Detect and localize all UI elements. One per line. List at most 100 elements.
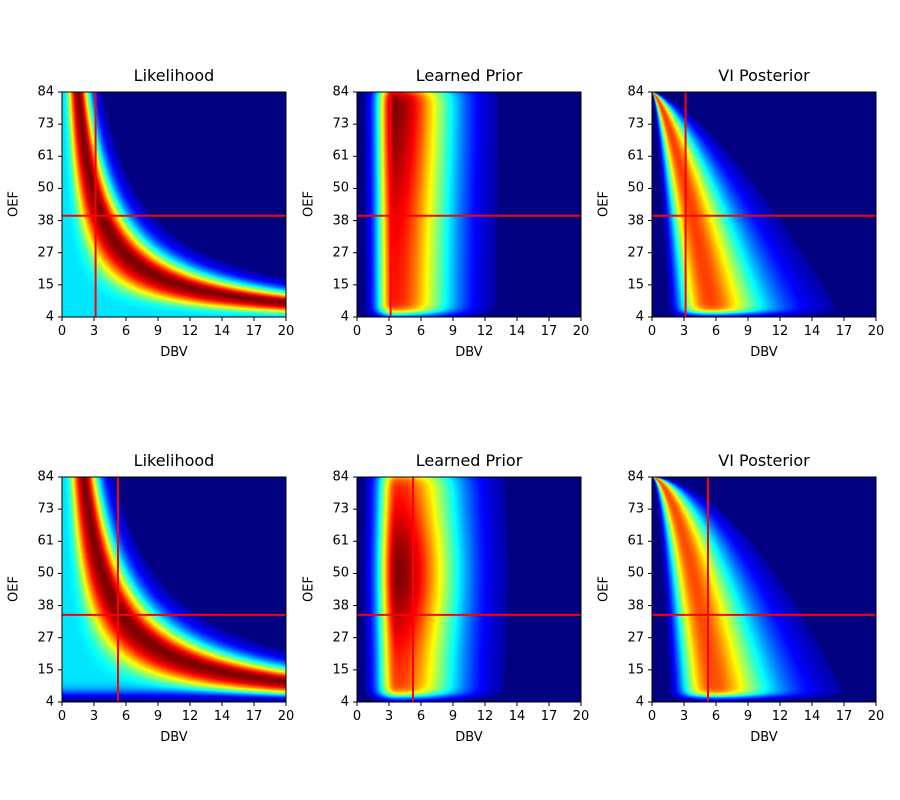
x-tick-label: 20: [867, 324, 885, 339]
y-axis-label: OEF: [301, 191, 317, 217]
heatmap-panel: 0 3 6 9 12 14 17 20 4 15 27 38 50 61 73 84 Learned Prior…: [302, 66, 590, 360]
y-axis-label: OEF: [301, 576, 317, 602]
x-tick-label: 17: [540, 709, 558, 724]
x-tick-label: 9: [743, 324, 753, 339]
x-axis-label: DBV: [455, 730, 483, 745]
y-tick-label: 73: [627, 501, 644, 517]
x-tick-label: 6: [121, 324, 131, 339]
x-tick-label: 3: [384, 709, 394, 724]
y-axis-label: OEF: [6, 191, 22, 217]
y-tick-label: 15: [332, 662, 349, 678]
heatmap-image: [357, 92, 581, 317]
y-tick-label: 61: [37, 148, 54, 164]
heatmap-image: [652, 477, 876, 702]
x-tick-label: 3: [384, 324, 394, 339]
x-axis-label: DBV: [750, 730, 778, 745]
y-tick-label: 73: [37, 116, 54, 132]
x-tick-label: 14: [508, 709, 526, 724]
axes: [353, 91, 582, 321]
y-tick-label: 4: [45, 309, 54, 325]
y-tick-label: 38: [332, 213, 349, 229]
plot-frame: [356, 476, 582, 703]
y-tick-label: 50: [627, 565, 644, 581]
x-tick-label: 9: [743, 709, 753, 724]
x-tick-label: 0: [57, 709, 67, 724]
x-tick-label: 3: [679, 324, 689, 339]
y-tick-label: 84: [37, 469, 54, 485]
heatmap-image: [357, 477, 581, 702]
x-tick-label: 20: [277, 324, 295, 339]
panel-title: Learned Prior: [415, 66, 523, 85]
x-tick-label: 6: [416, 709, 426, 724]
y-tick-label: 61: [627, 148, 644, 164]
x-tick-label: 6: [711, 709, 721, 724]
y-tick-label: 4: [340, 694, 349, 710]
x-axis-label: DBV: [455, 345, 483, 360]
x-tick-label: 3: [679, 709, 689, 724]
y-tick-label: 50: [37, 565, 54, 581]
x-tick-label: 14: [803, 709, 821, 724]
y-tick-label: 50: [37, 180, 54, 196]
heatmap-image: [652, 92, 876, 317]
heatmap-panel: 0 3 6 9 12 14 17 20 4 15 27 38 50 61 73 84 VI Posterior D…: [597, 66, 885, 360]
x-tick-label: 9: [448, 709, 458, 724]
y-tick-label: 84: [37, 84, 54, 100]
y-tick-label: 50: [627, 180, 644, 196]
heatmap-panel: 0 3 6 9 12 14 17 20 4 15 27 38 50 61 73 84 Learned Prior…: [302, 451, 590, 745]
x-tick-label: 0: [352, 709, 362, 724]
x-tick-label: 20: [867, 709, 885, 724]
plot-frame: [651, 476, 877, 703]
x-axis-label: DBV: [750, 345, 778, 360]
axes: [648, 91, 877, 321]
y-tick-label: 61: [332, 148, 349, 164]
y-tick-label: 61: [627, 533, 644, 549]
x-tick-label: 20: [572, 709, 590, 724]
x-tick-label: 17: [540, 324, 558, 339]
heatmap-panel: 0 3 6 9 12 14 17 20 4 15 27 38 50 61 73 84 VI Posterior D…: [597, 451, 885, 745]
y-axis-label: OEF: [596, 576, 612, 602]
y-axis-label: OEF: [6, 576, 22, 602]
y-tick-label: 27: [37, 630, 54, 646]
x-tick-label: 17: [835, 324, 853, 339]
panel-title: Likelihood: [133, 451, 215, 470]
heatmap-panel: 0 3 6 9 12 14 17 20 4 15 27 38 50 61 73 84 Likelihood DBV…: [7, 66, 295, 360]
x-tick-label: 17: [245, 324, 263, 339]
y-tick-label: 27: [627, 245, 644, 261]
y-tick-label: 38: [627, 598, 644, 614]
x-tick-label: 0: [57, 324, 67, 339]
x-tick-label: 6: [121, 709, 131, 724]
y-tick-label: 27: [627, 630, 644, 646]
x-tick-label: 0: [647, 324, 657, 339]
y-tick-label: 4: [45, 694, 54, 710]
x-tick-label: 3: [89, 324, 99, 339]
x-tick-label: 12: [771, 709, 789, 724]
y-tick-label: 73: [332, 501, 349, 517]
x-tick-label: 14: [508, 324, 526, 339]
x-tick-label: 6: [416, 324, 426, 339]
y-tick-label: 84: [627, 84, 644, 100]
axes: [648, 476, 877, 706]
x-tick-label: 9: [153, 324, 163, 339]
x-tick-label: 12: [476, 709, 494, 724]
x-tick-label: 17: [245, 709, 263, 724]
y-tick-label: 15: [37, 277, 54, 293]
x-tick-label: 14: [803, 324, 821, 339]
y-tick-label: 38: [332, 598, 349, 614]
y-tick-label: 4: [635, 309, 644, 325]
plot-frame: [651, 91, 877, 318]
y-tick-label: 4: [340, 309, 349, 325]
y-tick-label: 61: [332, 533, 349, 549]
y-tick-label: 27: [332, 630, 349, 646]
x-tick-label: 3: [89, 709, 99, 724]
panel-title: VI Posterior: [718, 66, 810, 85]
x-tick-label: 9: [153, 709, 163, 724]
x-tick-label: 17: [835, 709, 853, 724]
panel-title: Learned Prior: [415, 451, 523, 470]
axes: [58, 91, 287, 321]
y-tick-label: 73: [627, 116, 644, 132]
plot-frame: [356, 91, 582, 318]
x-tick-label: 14: [213, 709, 231, 724]
x-axis-label: DBV: [160, 345, 188, 360]
y-axis-label: OEF: [596, 191, 612, 217]
y-tick-label: 15: [627, 662, 644, 678]
